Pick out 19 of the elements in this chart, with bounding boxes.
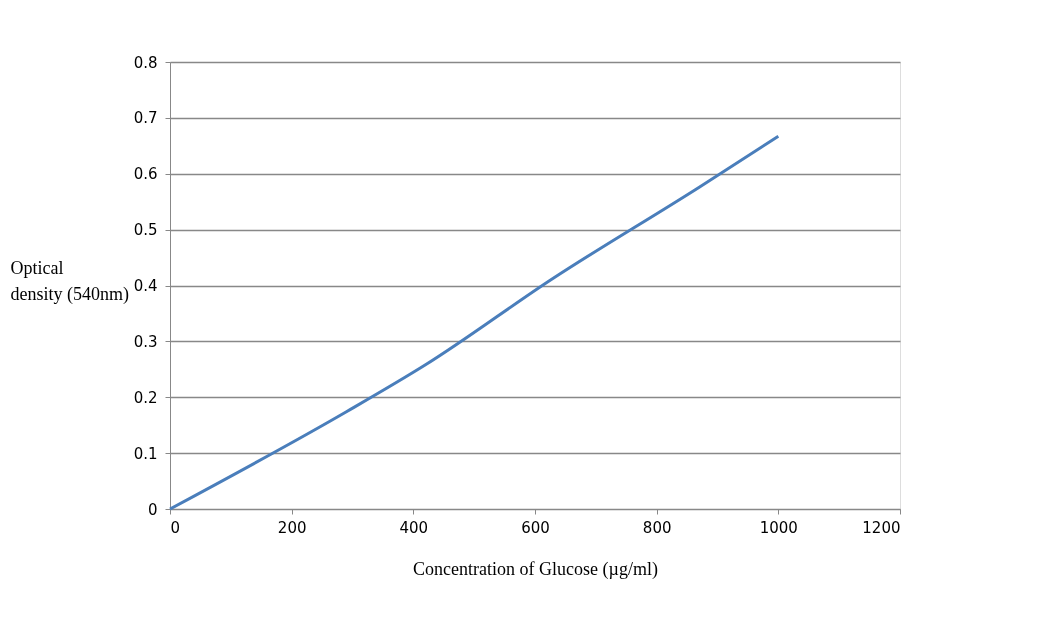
y-tick-label: 0.1: [133, 444, 158, 463]
y-tick-label: 0.3: [133, 332, 158, 351]
y-axis-title: Optical density (540nm): [10, 257, 129, 305]
x-tick-label: 600: [521, 518, 550, 537]
y-tick-label: 0.5: [133, 221, 158, 240]
x-tick-label: 1200: [862, 518, 901, 537]
y-tick-label: 0.2: [133, 388, 158, 407]
x-tick-label: 1000: [759, 518, 798, 537]
x-tick-label: 800: [642, 518, 672, 537]
x-tick-label: 200: [277, 518, 307, 537]
y-tick-label: 0.6: [133, 165, 158, 184]
x-axis-title: Concentration of Glucose (µg/ml): [413, 558, 658, 580]
x-tick-label: 400: [399, 518, 429, 537]
y-tick-label: 0.7: [133, 109, 158, 128]
line-series: [168, 134, 780, 511]
x-tick-label: 0: [170, 518, 181, 537]
y-tick-label: 0: [147, 500, 158, 519]
y-tick-label: 0.4: [133, 277, 158, 295]
y-tick-label: 0.8: [133, 53, 158, 72]
